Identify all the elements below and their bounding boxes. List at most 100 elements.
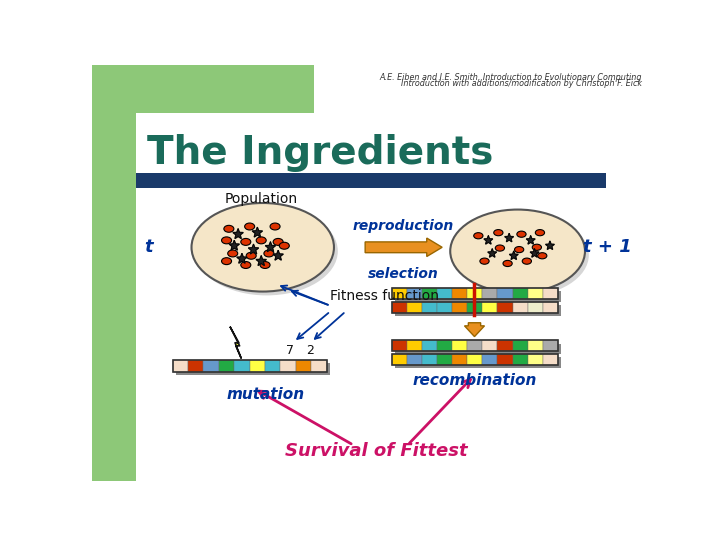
Text: 2: 2 bbox=[306, 343, 314, 356]
Polygon shape bbox=[265, 242, 276, 252]
Ellipse shape bbox=[538, 253, 547, 259]
Bar bbox=[392, 288, 407, 299]
Bar bbox=[219, 360, 234, 372]
Bar bbox=[392, 354, 558, 365]
Bar bbox=[513, 354, 528, 365]
Bar bbox=[437, 288, 452, 299]
Bar bbox=[467, 302, 482, 313]
Ellipse shape bbox=[264, 250, 274, 257]
Ellipse shape bbox=[246, 252, 256, 259]
Ellipse shape bbox=[474, 233, 483, 239]
Bar bbox=[482, 354, 498, 365]
Ellipse shape bbox=[273, 239, 283, 245]
Ellipse shape bbox=[245, 223, 255, 230]
Bar bbox=[296, 360, 311, 372]
Bar bbox=[204, 360, 219, 372]
Bar bbox=[395, 343, 561, 354]
Bar bbox=[422, 288, 437, 299]
Bar bbox=[452, 302, 467, 313]
Polygon shape bbox=[505, 233, 513, 242]
Bar bbox=[407, 354, 422, 365]
Bar bbox=[392, 340, 558, 351]
Polygon shape bbox=[484, 236, 492, 244]
Bar bbox=[422, 354, 437, 365]
Bar bbox=[513, 288, 528, 299]
Bar bbox=[452, 354, 467, 365]
Bar bbox=[407, 302, 422, 313]
Bar bbox=[513, 302, 528, 313]
Ellipse shape bbox=[480, 258, 489, 264]
Bar bbox=[407, 340, 422, 351]
Polygon shape bbox=[252, 227, 263, 237]
Bar bbox=[234, 360, 250, 372]
Ellipse shape bbox=[240, 239, 251, 245]
Bar bbox=[498, 354, 513, 365]
Polygon shape bbox=[488, 249, 497, 257]
Polygon shape bbox=[530, 249, 539, 257]
Ellipse shape bbox=[522, 258, 531, 264]
Bar bbox=[392, 302, 407, 313]
Bar bbox=[176, 363, 330, 375]
Bar bbox=[482, 288, 498, 299]
Polygon shape bbox=[230, 327, 241, 358]
Ellipse shape bbox=[240, 261, 251, 268]
Text: reproduction: reproduction bbox=[353, 219, 454, 233]
Bar bbox=[528, 288, 543, 299]
Text: mutation: mutation bbox=[227, 387, 305, 402]
Bar bbox=[467, 288, 482, 299]
Bar bbox=[437, 302, 452, 313]
Polygon shape bbox=[237, 253, 247, 263]
Bar bbox=[498, 288, 513, 299]
Ellipse shape bbox=[495, 245, 505, 251]
Ellipse shape bbox=[195, 207, 338, 295]
Text: t: t bbox=[144, 238, 153, 256]
Polygon shape bbox=[229, 240, 239, 250]
Bar bbox=[498, 302, 513, 313]
Bar bbox=[452, 340, 467, 351]
Bar bbox=[407, 288, 422, 299]
Bar bbox=[482, 302, 498, 313]
Text: t + 1: t + 1 bbox=[583, 238, 632, 256]
Bar bbox=[452, 288, 467, 299]
Polygon shape bbox=[233, 229, 243, 239]
Bar bbox=[395, 305, 561, 316]
Ellipse shape bbox=[515, 247, 523, 253]
Ellipse shape bbox=[260, 261, 270, 268]
Ellipse shape bbox=[192, 203, 334, 292]
Text: Introduction with additions/modification by Christoph F. Eick: Introduction with additions/modification… bbox=[401, 79, 642, 89]
Ellipse shape bbox=[222, 237, 232, 244]
Ellipse shape bbox=[494, 230, 503, 236]
Bar bbox=[137, 173, 606, 188]
Bar bbox=[543, 354, 558, 365]
Bar bbox=[137, 112, 314, 114]
Bar bbox=[265, 360, 281, 372]
Polygon shape bbox=[248, 244, 258, 254]
Bar bbox=[422, 340, 437, 351]
Bar bbox=[528, 354, 543, 365]
Bar bbox=[395, 357, 561, 368]
Bar bbox=[482, 340, 498, 351]
Ellipse shape bbox=[517, 231, 526, 237]
Bar bbox=[467, 354, 482, 365]
Ellipse shape bbox=[228, 250, 238, 257]
Ellipse shape bbox=[279, 242, 289, 249]
Ellipse shape bbox=[503, 260, 512, 267]
Bar bbox=[188, 360, 204, 372]
Ellipse shape bbox=[535, 230, 544, 236]
Text: Fitness function: Fitness function bbox=[330, 289, 439, 303]
Polygon shape bbox=[256, 256, 266, 266]
Bar bbox=[467, 340, 482, 351]
Ellipse shape bbox=[222, 258, 232, 265]
Bar bbox=[528, 340, 543, 351]
Bar bbox=[392, 302, 558, 313]
Polygon shape bbox=[526, 236, 535, 244]
Bar bbox=[137, 65, 314, 112]
Text: recombination: recombination bbox=[413, 373, 536, 388]
Polygon shape bbox=[546, 241, 554, 249]
Ellipse shape bbox=[270, 223, 280, 230]
Ellipse shape bbox=[224, 225, 234, 232]
Bar bbox=[173, 360, 188, 372]
Polygon shape bbox=[273, 251, 283, 260]
Ellipse shape bbox=[256, 237, 266, 244]
Text: selection: selection bbox=[368, 267, 439, 281]
